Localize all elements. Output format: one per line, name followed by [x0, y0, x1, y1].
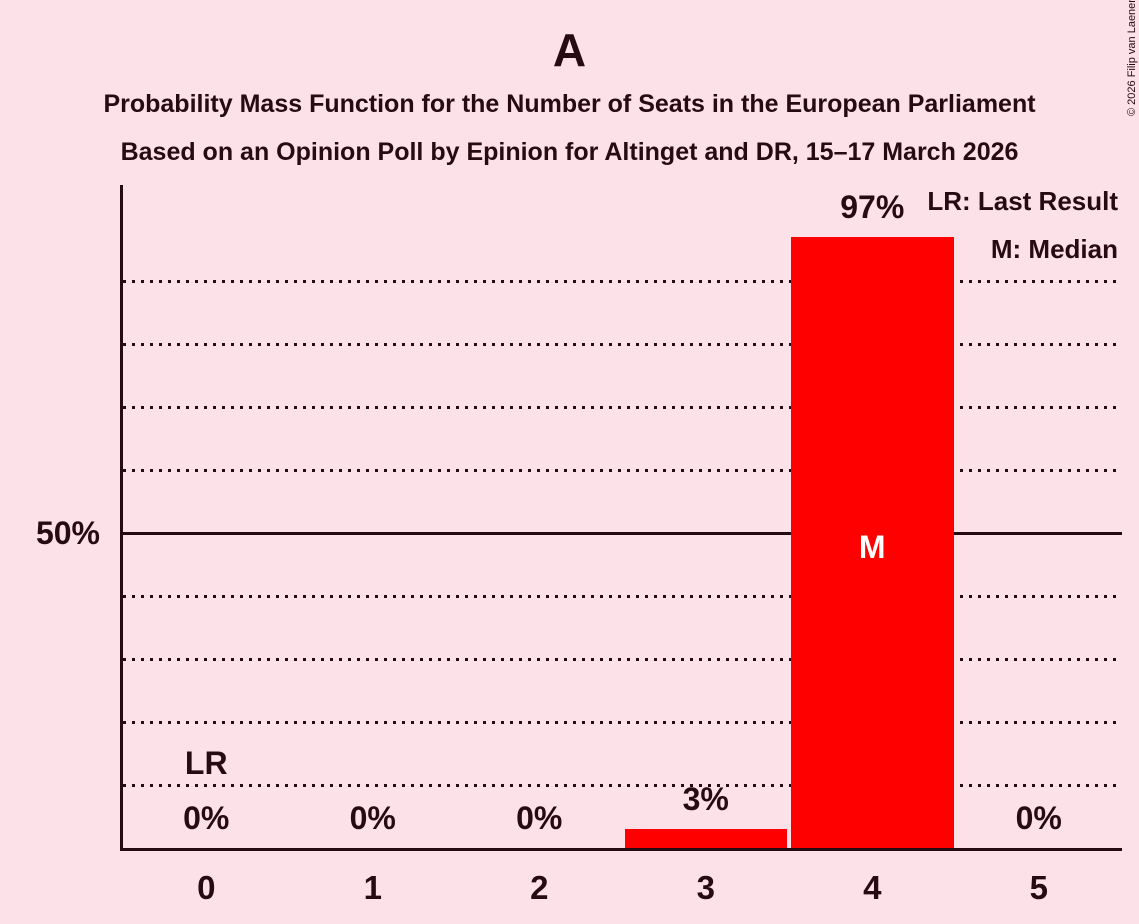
bar-value-label-seats-4: 97% [840, 188, 905, 225]
bar-value-label-seats-2: 0% [516, 800, 563, 836]
chart-subtitle-line2: Based on an Opinion Poll by Epinion for … [120, 138, 1019, 166]
x-tick-label-2: 2 [530, 869, 549, 906]
median-marker: M [858, 529, 886, 565]
x-tick-label-1: 1 [363, 869, 382, 906]
x-tick-label-5: 5 [1029, 869, 1048, 906]
bar-seats-3 [624, 829, 787, 848]
bar-value-label-seats-0: 0% [183, 800, 230, 836]
bar-value-label-seats-3: 3% [682, 781, 729, 818]
x-tick-label-4: 4 [863, 869, 882, 906]
chart-subtitle-line1: Probability Mass Function for the Number… [103, 90, 1036, 118]
gridline-40pct [123, 594, 1122, 598]
last-result-marker: LR [184, 745, 228, 781]
legend-median: M: Median [990, 234, 1118, 264]
copyright-notice: © 2026 Filip van Laenen [1126, 0, 1138, 116]
bar-value-label-seats-5: 0% [1015, 800, 1062, 836]
bar-value-label-seats-1: 0% [349, 800, 396, 836]
legend-last-result: LR: Last Result [927, 186, 1118, 216]
gridline-80pct [123, 342, 1122, 346]
gridline-30pct [123, 657, 1122, 661]
gridline-70pct [123, 405, 1122, 409]
bar-seats-4 [791, 236, 954, 848]
x-tick-label-3: 3 [696, 869, 715, 906]
gridline-50pct-solid [123, 531, 1122, 535]
gridline-10pct [123, 783, 1122, 787]
x-tick-label-0: 0 [197, 869, 216, 906]
gridline-20pct [123, 720, 1122, 724]
y-axis-50pct-label: 50% [35, 515, 100, 551]
gridline-90pct [123, 279, 1122, 283]
plot-area: 0% 0% 0% 3% 97% 0% LR M [120, 185, 1122, 851]
gridline-60pct [123, 468, 1122, 472]
chart-title: A [552, 24, 587, 76]
